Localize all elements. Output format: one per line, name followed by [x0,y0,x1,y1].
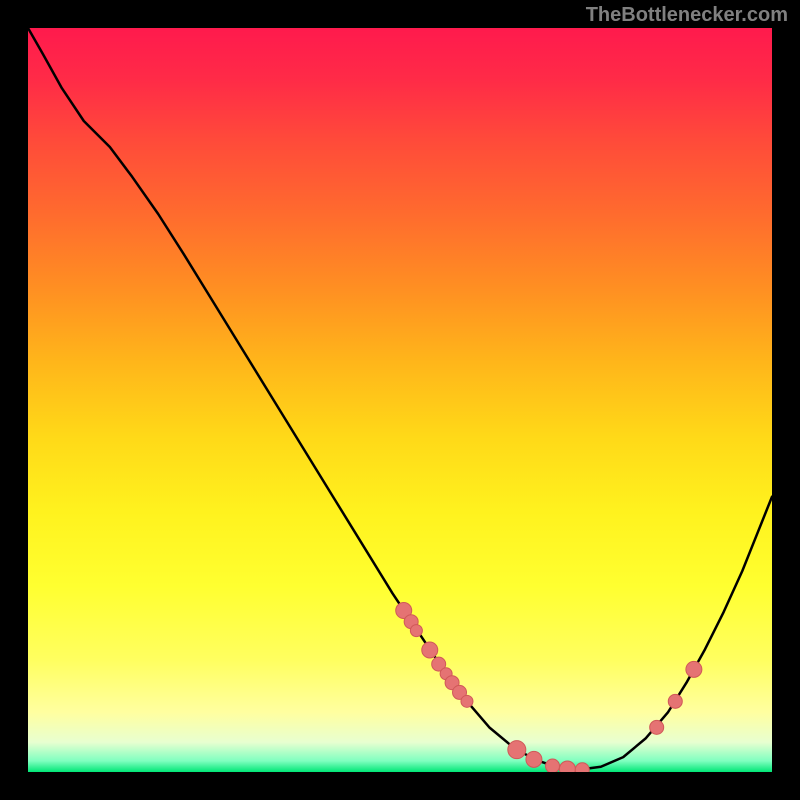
data-marker [650,720,664,734]
data-marker [422,642,438,658]
data-marker [508,741,526,759]
data-marker [686,661,702,677]
data-marker [546,759,560,772]
chart-plot-area [28,28,772,772]
watermark-text: TheBottlenecker.com [586,4,788,27]
data-marker [461,695,473,707]
data-marker [668,694,682,708]
chart-curve-layer [28,28,772,772]
data-marker [526,751,542,767]
data-marker [410,625,422,637]
data-marker [559,761,575,772]
data-markers-group [396,603,702,772]
bottleneck-curve [28,28,772,770]
data-marker [575,763,589,772]
